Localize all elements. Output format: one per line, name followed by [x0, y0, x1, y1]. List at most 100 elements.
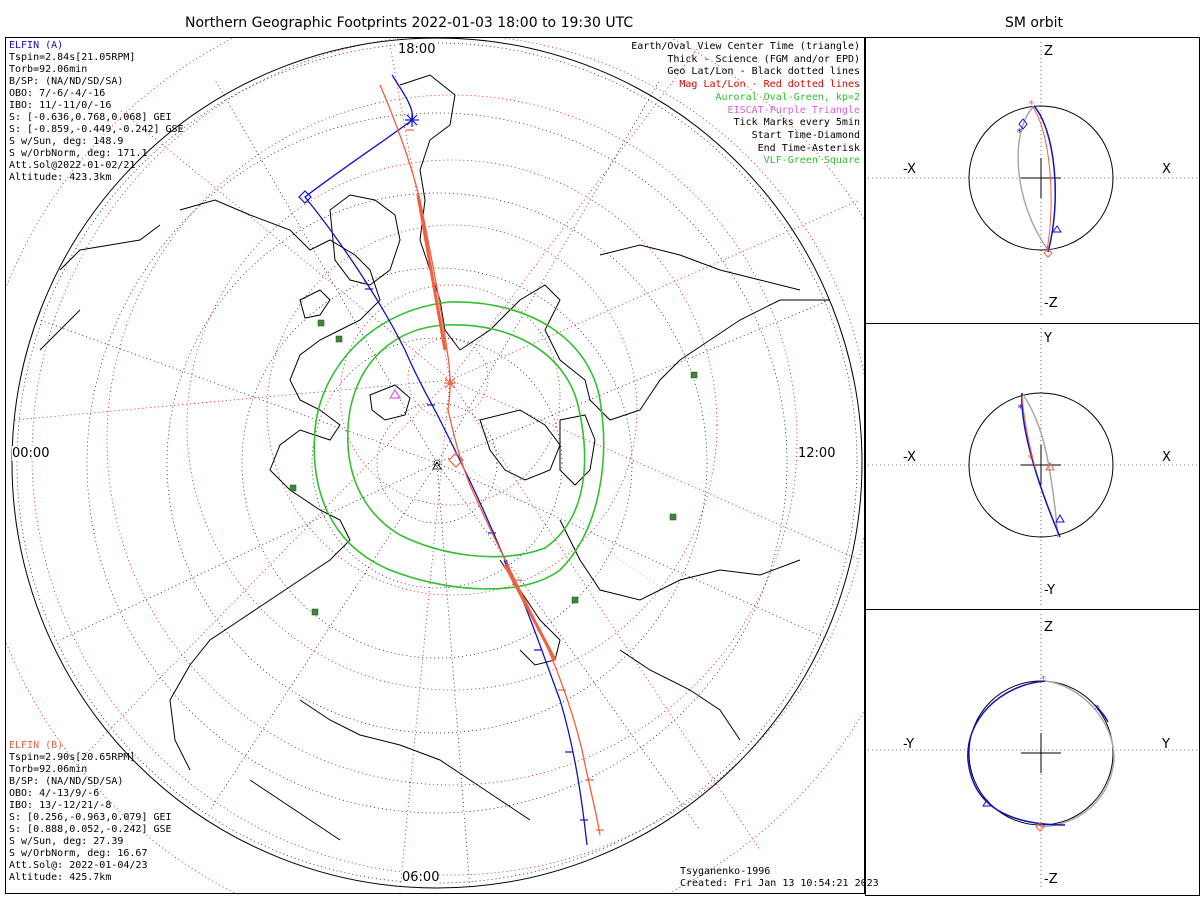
legend-item: EISCAT-Purple Triangle [727, 104, 860, 116]
auroral-oval-inner [347, 324, 586, 558]
legend-item: Tick Marks every 5min [733, 117, 860, 129]
elfin-b-name: ELFIN (B) [9, 740, 64, 751]
hour-label-bottom: 06:00 [402, 870, 440, 885]
sm3-bottom-label: -Z [1044, 872, 1058, 887]
geo-latitude-circles [16, 42, 858, 884]
hour-label-right: 12:00 [798, 446, 836, 461]
elfin-b-line: OBO: 4/-13/9/-6 [9, 788, 100, 799]
legend-item: Auroral Oval-Green, kp=2 [715, 91, 861, 103]
continent-outlines [11, 38, 863, 889]
elfin-a-line: S w/Sun, deg: 148.9 [9, 136, 124, 147]
elfin-b-line: IBO: 13/-12/21/-8 [9, 800, 112, 811]
elfin-b-line: Att.Sol@: 2022-01-04/23 [9, 860, 148, 871]
sm1-left-label: -X [903, 162, 916, 177]
legend-item: VLF-Green Square [763, 155, 860, 167]
elfin-a-line: Tspin=2.84s[21.05RPM] [9, 52, 136, 63]
sm-panel-frame-1 [865, 37, 1200, 324]
legend-item: Earth/Oval View Center Time (triangle) [631, 41, 860, 52]
hour-label-top: 18:00 [398, 42, 436, 57]
elfin-a-line: S w/OrbNorm, deg: 171.1 [9, 148, 148, 159]
svg-text:*: * [1094, 703, 1101, 716]
sm1-right-label: X [1162, 162, 1171, 177]
vlf-path [454, 459, 681, 601]
legend-item: Mag Lat/Lon - Red dotted lines [679, 79, 860, 91]
elfin-a-info: ELFIN (A) Tspin=2.84s[21.05RPM] Torb=92.… [9, 40, 184, 184]
elfin-b-track [379, 84, 604, 836]
elfin-b-science-segment-2 [503, 564, 557, 661]
elfin-a-line: Torb=92.06min [9, 64, 88, 75]
elfin-a-line: OBO: 7/-6/-4/-16 [9, 88, 106, 99]
elfin-a-line: Altitude: 423.3km [9, 172, 112, 183]
sm2-top-label: Y [1044, 331, 1052, 346]
sm-orbit-title: SM orbit [1005, 15, 1064, 31]
elfin-b-science-segment-1 [416, 194, 447, 351]
sm3-right-label: Y [1162, 737, 1170, 752]
legend-item: End Time-Asterisk [757, 142, 860, 154]
vlf-square [317, 319, 325, 327]
sm-panel-frame-3 [865, 609, 1200, 896]
vlf-square [335, 335, 343, 343]
sm2-right-label: X [1162, 450, 1171, 465]
vlf-square [669, 513, 677, 521]
svg-text:*: * [1028, 98, 1035, 111]
elfin-a-track [298, 74, 588, 846]
geo-pole-marker [433, 459, 441, 467]
elfin-b-line: Torb=92.06min [9, 764, 88, 775]
elfin-b-line: Altitude: 425.7km [9, 872, 112, 883]
sm-panel-yz: * * [868, 614, 1200, 890]
sm3-top-label: Z [1044, 620, 1053, 635]
elfin-a-name: ELFIN (A) [9, 40, 64, 51]
hour-label-left: 00:00 [12, 446, 50, 461]
elfin-b-line: Tspin=2.90s[20.65RPM] [9, 752, 136, 763]
sm-panel-xz: * * [868, 42, 1200, 318]
svg-text:*: * [1017, 402, 1024, 415]
elfin-b-ticks [406, 129, 604, 831]
elfin-a-line: Att.Sol@2022-01-02/21 [9, 160, 136, 171]
elfin-a-path [304, 74, 588, 846]
elfin-a-line: S: [-0.859,-0.449,-0.242] GSE [9, 124, 184, 135]
credits: Tsyganenko-1996 Created: Fri Jan 13 10:5… [680, 866, 879, 890]
vlf-square [571, 596, 579, 604]
vlf-square [289, 484, 297, 492]
sm2-left-label: -X [903, 450, 916, 465]
legend: Earth/Oval View Center Time (triangle) T… [631, 41, 860, 168]
sm1-top-label: Z [1044, 44, 1053, 59]
elfin-b-info: ELFIN (B) Tspin=2.90s[20.65RPM] Torb=92.… [9, 740, 172, 884]
elfin-a-line: B/SP: (NA/ND/SD/SA) [9, 76, 124, 87]
elfin-b-line: S: [0.888,0.052,-0.242] GSE [9, 824, 172, 835]
vlf-stations [289, 319, 698, 616]
elfin-b-line: S w/Sun, deg: 27.39 [9, 836, 124, 847]
elfin-b-line: S: [0.256,-0.963,0.079] GEI [9, 812, 172, 823]
auroral-oval [313, 301, 605, 590]
legend-item: Thick - Science (FGM and/or EPD) [667, 53, 860, 65]
elfin-a-line: IBO: 11/-11/0/-16 [9, 100, 112, 111]
elfin-a-start-diamond [298, 190, 312, 204]
mag-latitude-circles [6, 38, 864, 893]
elfin-b-line: B/SP: (NA/ND/SD/SA) [9, 776, 124, 787]
eiscat-triangle [388, 388, 402, 399]
legend-item: Geo Lat/Lon - Black dotted lines [667, 66, 860, 78]
sm3-left-label: -Y [903, 737, 915, 752]
vlf-square [690, 371, 698, 379]
elfin-b-path [379, 84, 601, 836]
legend-item: Start Time-Diamond [751, 129, 860, 141]
elfin-b-start-diamond [448, 452, 464, 468]
sm-panel-xy: * * [868, 328, 1200, 605]
geo-longitude-lines [39, 79, 831, 891]
elfin-b-end-asterisk [444, 377, 456, 389]
created-date: Created: Fri Jan 13 10:54:21 2023 [680, 878, 879, 889]
sm-panel-frame-2 [865, 323, 1200, 610]
sm1-bottom-label: -Z [1044, 296, 1058, 311]
elfin-a-line: S: [-0.636,0.768,0.068] GEI [9, 112, 172, 123]
model-credit: Tsyganenko-1996 [680, 866, 771, 877]
sm2-bottom-label: -Y [1044, 583, 1056, 598]
svg-text:*: * [1040, 673, 1047, 686]
footprint-plot-frame [5, 37, 865, 894]
hemisphere-boundary [11, 38, 863, 889]
svg-text:*: * [1027, 452, 1034, 465]
elfin-a-ticks [365, 288, 588, 821]
auroral-oval-outer [313, 301, 605, 590]
main-title: Northern Geographic Footprints 2022-01-0… [185, 15, 634, 31]
elfin-a-end-asterisk [405, 113, 419, 127]
